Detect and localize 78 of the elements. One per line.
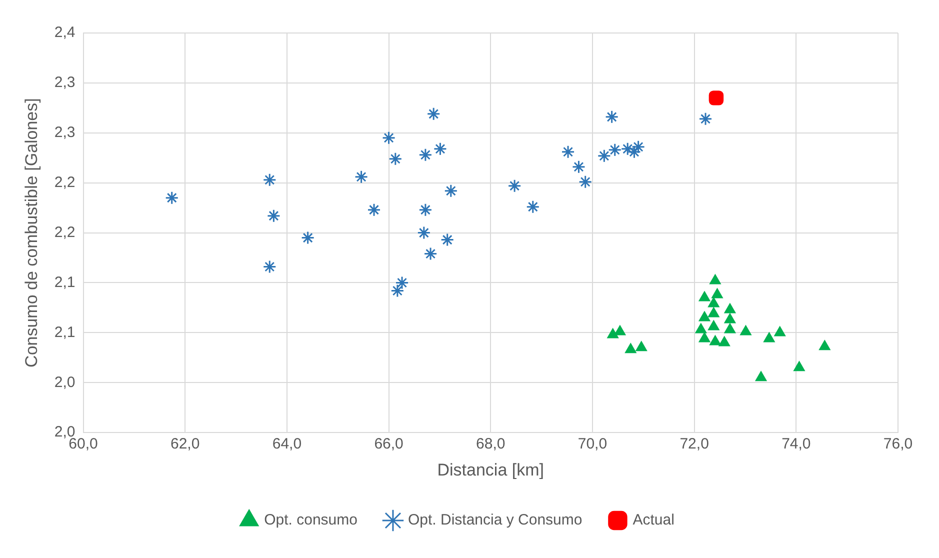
point: [266, 209, 280, 223]
point: [417, 226, 431, 240]
x-tick-label: 76,0: [883, 436, 913, 453]
point: [698, 311, 710, 322]
point: [698, 112, 712, 126]
point: [578, 175, 592, 189]
point: [444, 184, 458, 198]
point: [620, 142, 634, 156]
point: [708, 297, 720, 308]
point: [724, 313, 736, 324]
x-tick-label: 60,0: [68, 436, 98, 453]
y-tick-label: 2,2: [54, 174, 76, 191]
point: [712, 288, 723, 298]
point: [561, 145, 575, 159]
y-tick-label: 2,1: [54, 274, 76, 291]
point: [526, 200, 540, 214]
y-tick-label: 2,3: [54, 74, 76, 92]
x-axis-title: Distancia [km]: [437, 460, 544, 480]
point: [388, 152, 402, 166]
point: [755, 371, 767, 382]
legend-label: Opt. consumo: [264, 512, 358, 529]
point: [708, 307, 720, 318]
point: [440, 233, 454, 247]
point: [433, 142, 447, 156]
point: [708, 90, 724, 106]
point: [794, 361, 805, 372]
point: [709, 335, 721, 346]
point: [605, 110, 619, 124]
point: [698, 291, 710, 302]
point: [636, 341, 648, 352]
point: [709, 274, 721, 284]
point: [382, 131, 396, 145]
point: [740, 325, 752, 336]
x-tick-label: 62,0: [170, 436, 200, 453]
point: [607, 328, 619, 338]
point: [763, 332, 775, 342]
y-tick-label: 2,0: [54, 374, 76, 391]
point: [395, 276, 409, 290]
x-tick-label: 64,0: [272, 436, 302, 453]
point: [774, 326, 786, 336]
point: [718, 336, 730, 346]
point: [426, 107, 440, 121]
point: [508, 179, 522, 193]
point: [262, 260, 276, 274]
point: [627, 145, 641, 159]
point: [572, 160, 586, 174]
point: [614, 325, 626, 336]
point: [708, 320, 720, 330]
x-tick-label: 72,0: [680, 436, 709, 453]
x-tick-label: 68,0: [476, 436, 506, 453]
x-tick-label: 70,0: [578, 436, 608, 453]
point: [698, 332, 710, 342]
point: [390, 284, 404, 298]
point: [608, 143, 622, 157]
point: [695, 323, 707, 334]
point: [724, 323, 736, 334]
point: [624, 343, 636, 354]
y-tick-label: 2,3: [54, 124, 76, 142]
point: [262, 173, 276, 187]
point: [597, 149, 611, 163]
y-tick-label: 2,2: [54, 224, 76, 241]
point: [367, 203, 381, 217]
point: [418, 203, 432, 217]
y-tick-label: 2,1: [54, 324, 76, 341]
x-tick-label: 74,0: [782, 436, 811, 453]
point: [632, 140, 646, 154]
point: [424, 247, 438, 261]
point: [354, 170, 368, 184]
point: [301, 231, 315, 245]
legend-label: Opt. Distancia y Consumo: [408, 512, 582, 529]
point: [724, 303, 736, 314]
legend-label: Actual: [632, 512, 674, 529]
point: [818, 340, 830, 350]
y-tick-label: 2,4: [54, 24, 76, 42]
x-tick-label: 66,0: [374, 436, 404, 453]
point: [165, 191, 179, 205]
point: [418, 148, 432, 162]
y-axis-title: Consumo de combustible [Galones]: [22, 98, 41, 368]
